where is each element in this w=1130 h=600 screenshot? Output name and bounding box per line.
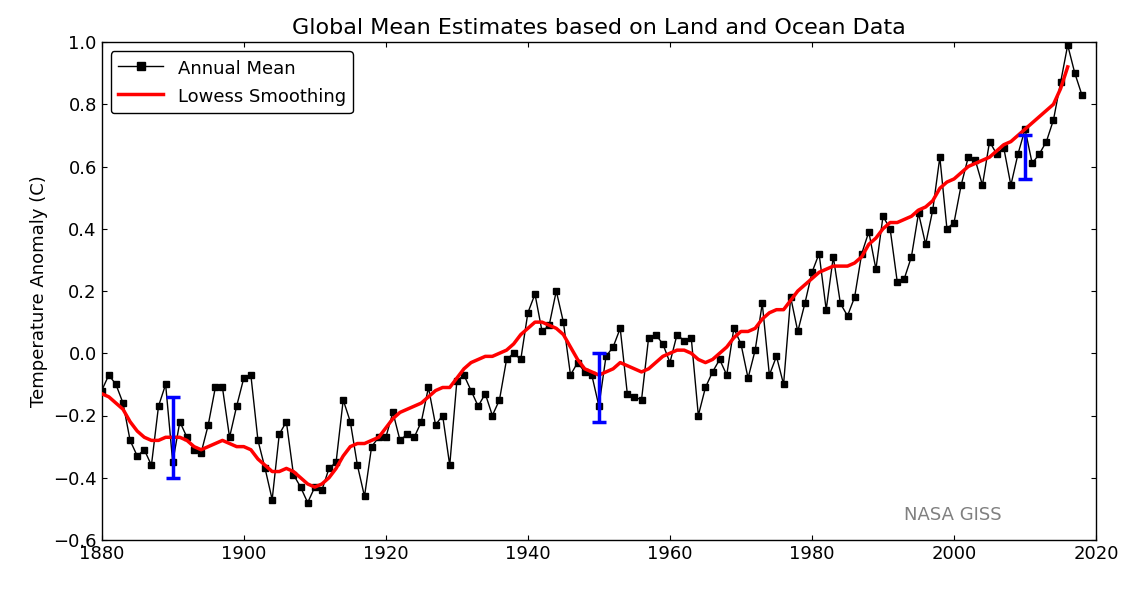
Lowess Smoothing <box>436 384 450 391</box>
Annual Mean <box>301 499 314 506</box>
Y-axis label: Temperature Anomaly (C): Temperature Anomaly (C) <box>29 175 47 407</box>
Lowess Smoothing <box>848 259 861 266</box>
Annual Mean <box>657 340 670 347</box>
Lowess Smoothing <box>229 443 243 450</box>
Line: Annual Mean: Annual Mean <box>98 41 1086 506</box>
Lowess Smoothing <box>95 390 108 397</box>
Annual Mean <box>614 325 627 332</box>
Annual Mean <box>1061 41 1075 49</box>
Lowess Smoothing <box>1061 63 1075 70</box>
Annual Mean <box>727 325 740 332</box>
Legend: Annual Mean, Lowess Smoothing: Annual Mean, Lowess Smoothing <box>111 51 353 113</box>
Annual Mean <box>102 371 115 379</box>
Lowess Smoothing <box>528 319 541 326</box>
Text: NASA GISS: NASA GISS <box>904 506 1002 524</box>
Annual Mean <box>1075 91 1088 98</box>
Lowess Smoothing <box>458 365 471 373</box>
Annual Mean <box>1068 70 1081 77</box>
Annual Mean <box>110 381 123 388</box>
Lowess Smoothing <box>698 359 712 366</box>
Title: Global Mean Estimates based on Land and Ocean Data: Global Mean Estimates based on Land and … <box>292 17 906 38</box>
Lowess Smoothing <box>308 484 322 491</box>
Line: Lowess Smoothing: Lowess Smoothing <box>102 67 1068 487</box>
Annual Mean <box>95 387 108 394</box>
